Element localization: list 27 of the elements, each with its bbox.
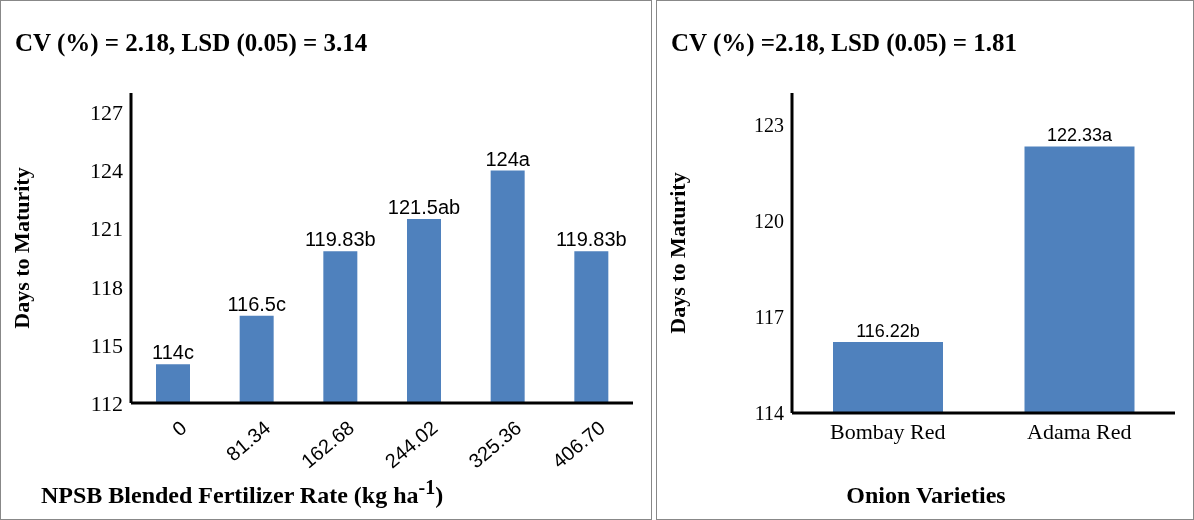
data-label: 116.22b (856, 320, 920, 341)
y-tick-label: 121 (90, 216, 123, 242)
y-tick-label: 118 (90, 274, 123, 300)
y-tick-label: 124 (90, 158, 123, 184)
y-axis-title: Days to Maturity (8, 167, 34, 329)
data-label: 121.5ab (387, 195, 461, 218)
y-tick-label: 112 (90, 390, 123, 416)
x-tick-label: Bombay Red (830, 419, 946, 444)
data-label: 119.83b (304, 228, 376, 251)
chart-title: CV (%) = 2.18, LSD (0.05) = 3.14 (15, 29, 368, 57)
y-tick-label: 127 (90, 100, 123, 126)
data-label: 122.33a (1046, 125, 1114, 146)
y-tick-label: 117 (754, 306, 784, 329)
x-tick-label: 0 (168, 416, 191, 441)
y-tick-label: 123 (754, 114, 784, 137)
x-axis-title: Onion Varieties (845, 482, 1007, 509)
y-axis-title: Days to Maturity (664, 172, 690, 334)
y-tick-label: 114 (754, 402, 784, 425)
y-tick-label: 120 (754, 210, 784, 233)
data-label: 124a (485, 147, 531, 170)
x-axis-title: NPSB Blended Fertilizer Rate (kg ha$^{-1}$) (40, 476, 445, 509)
data-label: 114c (152, 341, 194, 364)
data-label: 119.83b (555, 228, 627, 251)
x-tick-label: Adama Red (1027, 419, 1132, 444)
y-tick-label: 115 (90, 332, 123, 358)
data-label: 116.5c (227, 292, 286, 315)
chart-title: CV (%) =2.18, LSD (0.05) = 1.81 (671, 29, 1018, 57)
